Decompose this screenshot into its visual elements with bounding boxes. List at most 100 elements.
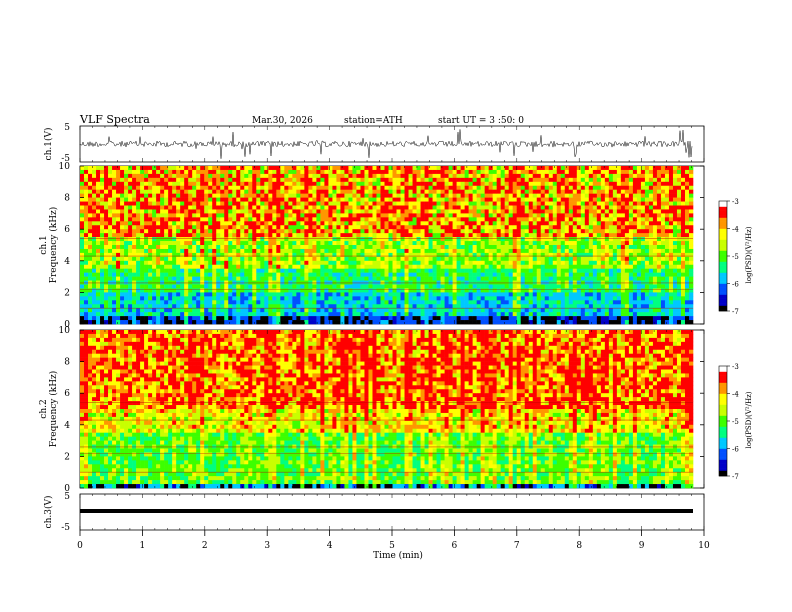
spectrogram-cell bbox=[160, 268, 165, 273]
spectrogram-cell bbox=[440, 173, 445, 179]
spectrogram-cell bbox=[104, 213, 109, 218]
spectrogram-cell bbox=[476, 320, 481, 325]
spectrogram-cell bbox=[408, 233, 413, 238]
spectrogram-cell bbox=[312, 296, 317, 301]
spectrogram-cell bbox=[448, 237, 453, 242]
spectrogram-cell bbox=[280, 288, 285, 293]
spectrogram-cell bbox=[156, 248, 161, 254]
spectrogram-cell bbox=[536, 169, 542, 175]
spectrogram-cell bbox=[128, 181, 133, 187]
spectrogram-cell bbox=[476, 197, 481, 202]
spectrogram-cell bbox=[412, 197, 417, 202]
spectrogram-cell bbox=[404, 181, 409, 187]
spectrogram-cell bbox=[504, 185, 509, 190]
spectrogram-cell bbox=[224, 233, 229, 238]
spectrogram-cell bbox=[540, 268, 546, 273]
spectrogram-cell bbox=[392, 237, 397, 242]
spectrogram-cell bbox=[152, 169, 157, 175]
spectrogram-cell bbox=[428, 201, 433, 206]
spectrogram-cell bbox=[368, 260, 373, 266]
spectrogram-cell bbox=[464, 241, 469, 246]
spectrogram-cell bbox=[336, 304, 341, 309]
spectrogram-cell bbox=[404, 177, 409, 183]
spectrogram-cell bbox=[312, 193, 317, 198]
spectrogram-cell bbox=[564, 233, 570, 238]
spectrogram-cell bbox=[176, 229, 181, 234]
spectrogram-cell bbox=[388, 193, 393, 198]
spectrogram-cell bbox=[248, 229, 253, 234]
spectrogram-cell bbox=[196, 229, 201, 234]
spectrogram-cell bbox=[212, 284, 217, 289]
spectrogram-cell bbox=[80, 276, 85, 281]
spectrogram-cell bbox=[272, 177, 277, 183]
spectrogram-cell bbox=[492, 169, 497, 175]
spectrogram-cell bbox=[288, 252, 293, 258]
spectrogram-cell bbox=[124, 177, 129, 183]
spectrogram-cell bbox=[244, 201, 249, 206]
spectrogram-cell bbox=[336, 268, 341, 273]
spectrogram-cell bbox=[224, 189, 229, 194]
spectrogram-cell bbox=[344, 181, 349, 187]
spectrogram-cell bbox=[488, 217, 493, 222]
spectrogram-cell bbox=[404, 292, 409, 297]
spectrogram-cell bbox=[444, 245, 449, 250]
spectrogram-cell bbox=[384, 320, 389, 325]
spectrogram-cell bbox=[328, 284, 333, 289]
spectrogram-cell bbox=[296, 304, 301, 309]
spectrogram-cell bbox=[436, 300, 441, 305]
spectrogram-cell bbox=[408, 201, 413, 206]
spectrogram-cell bbox=[520, 205, 526, 210]
spectrogram-cell bbox=[280, 296, 285, 301]
spectrogram-cell bbox=[320, 304, 325, 309]
spectrogram-cell bbox=[380, 284, 385, 289]
spectrogram-cell bbox=[532, 248, 538, 254]
spectrogram-cell bbox=[108, 312, 113, 317]
spectrogram-cell bbox=[116, 201, 121, 206]
spectrogram-cell bbox=[292, 193, 297, 198]
spectrogram-cell bbox=[456, 201, 461, 206]
spectrogram-cell bbox=[520, 296, 526, 301]
spectrogram-cell bbox=[116, 237, 121, 242]
spectrogram-cell bbox=[116, 229, 121, 234]
spectrogram-cell bbox=[240, 248, 245, 254]
spectrogram-cell bbox=[172, 264, 177, 269]
spectrogram-cell bbox=[380, 260, 385, 266]
spectrogram-cell bbox=[512, 320, 518, 325]
spectrogram-cell bbox=[336, 241, 341, 246]
spectrogram-cell bbox=[372, 272, 377, 277]
spectrogram-cell bbox=[400, 185, 405, 190]
spectrogram-cell bbox=[296, 284, 301, 289]
spectrogram-cell bbox=[112, 221, 117, 226]
spectrogram-cell bbox=[152, 201, 157, 206]
spectrogram-cell bbox=[432, 316, 437, 321]
spectrogram-cell bbox=[328, 316, 333, 321]
spectrogram-cell bbox=[496, 189, 501, 194]
spectrogram-cell bbox=[296, 233, 301, 238]
spectrogram-cell bbox=[252, 189, 257, 194]
spectrogram-cell bbox=[132, 209, 137, 214]
spectrogram-cell bbox=[568, 181, 574, 187]
spectrogram-cell bbox=[260, 221, 265, 226]
spectrogram-cell bbox=[184, 288, 189, 293]
spectrogram-cell bbox=[536, 213, 542, 218]
spectrogram-cell bbox=[336, 312, 341, 317]
spectrogram-cell bbox=[520, 177, 526, 183]
spectrogram-cell bbox=[332, 237, 337, 242]
spectrogram-cell bbox=[420, 248, 425, 254]
spectrogram-cell bbox=[328, 217, 333, 222]
spectrogram-cell bbox=[192, 296, 197, 301]
spectrogram-cell bbox=[160, 209, 165, 214]
spectrogram-cell bbox=[136, 320, 141, 325]
spectrogram-cell bbox=[280, 284, 285, 289]
spectrogram-cell bbox=[552, 264, 558, 269]
spectrogram-cell bbox=[424, 284, 429, 289]
spectrogram-cell bbox=[244, 241, 249, 246]
spectrogram-cell bbox=[428, 205, 433, 210]
spectrogram-cell bbox=[392, 308, 397, 313]
spectrogram-cell bbox=[320, 173, 325, 179]
spectrogram-cell bbox=[140, 213, 145, 218]
spectrogram-cell bbox=[172, 304, 177, 309]
spectrogram-cell bbox=[568, 169, 574, 175]
spectrogram-cell bbox=[112, 276, 117, 281]
spectrogram-cell bbox=[548, 241, 554, 246]
